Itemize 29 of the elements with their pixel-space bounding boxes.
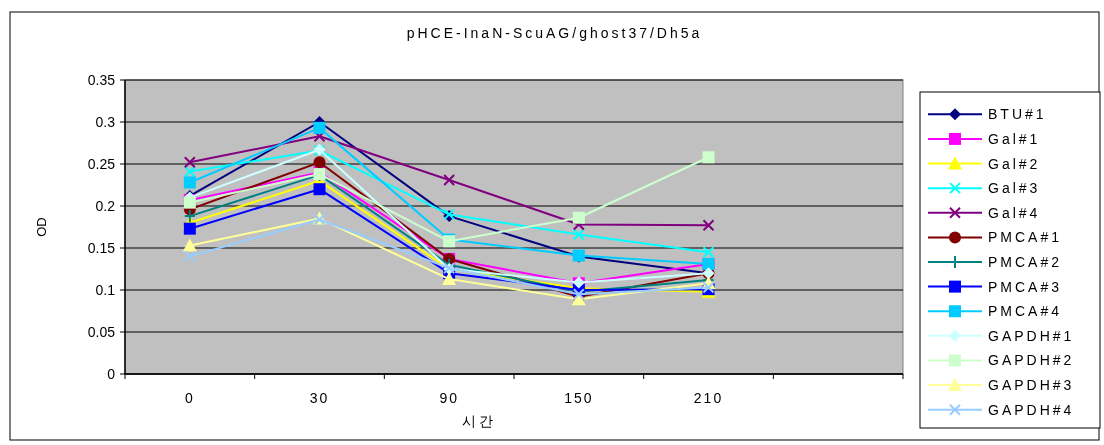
legend-label: BTU#1 (988, 106, 1047, 123)
x-tick-label: 0 (184, 390, 195, 406)
legend-label: Gal#3 (988, 180, 1041, 197)
chart-title: pHCE-InaN-ScuAG/ghost37/Dh5a (406, 25, 703, 41)
x-axis-title: 시간 (462, 413, 496, 429)
legend-label: Gal#1 (988, 130, 1041, 147)
y-tick-label: 0.1 (95, 282, 116, 298)
y-tick-label: 0.2 (95, 198, 116, 214)
x-tick-label: 210 (693, 390, 724, 406)
y-tick-label: 0.05 (87, 324, 116, 340)
legend-label: GAPDH#2 (988, 352, 1075, 369)
legend-label: PMCA#4 (988, 303, 1063, 320)
x-tick-label: 90 (439, 390, 459, 406)
legend-label: GAPDH#4 (988, 401, 1075, 418)
x-tick-label: 150 (564, 390, 594, 406)
legend-label: GAPDH#3 (988, 377, 1075, 394)
y-tick-label: 0.35 (87, 72, 116, 88)
legend-label: Gal#2 (988, 155, 1041, 172)
x-tick-label: 30 (309, 390, 330, 406)
legend-label: PMCA#2 (988, 254, 1063, 270)
y-axis-title: OD (34, 217, 49, 237)
legend-label: PMCA#1 (988, 229, 1063, 246)
y-tick-label: 0.15 (87, 240, 116, 256)
legend-label: Gal#4 (988, 204, 1041, 221)
legend-label: GAPDH#1 (988, 327, 1075, 344)
y-tick-label: 0 (107, 366, 116, 382)
y-tick-label: 0.3 (95, 114, 116, 130)
y-tick-label: 0.25 (87, 156, 116, 172)
legend-label: PMCA#3 (988, 278, 1063, 295)
